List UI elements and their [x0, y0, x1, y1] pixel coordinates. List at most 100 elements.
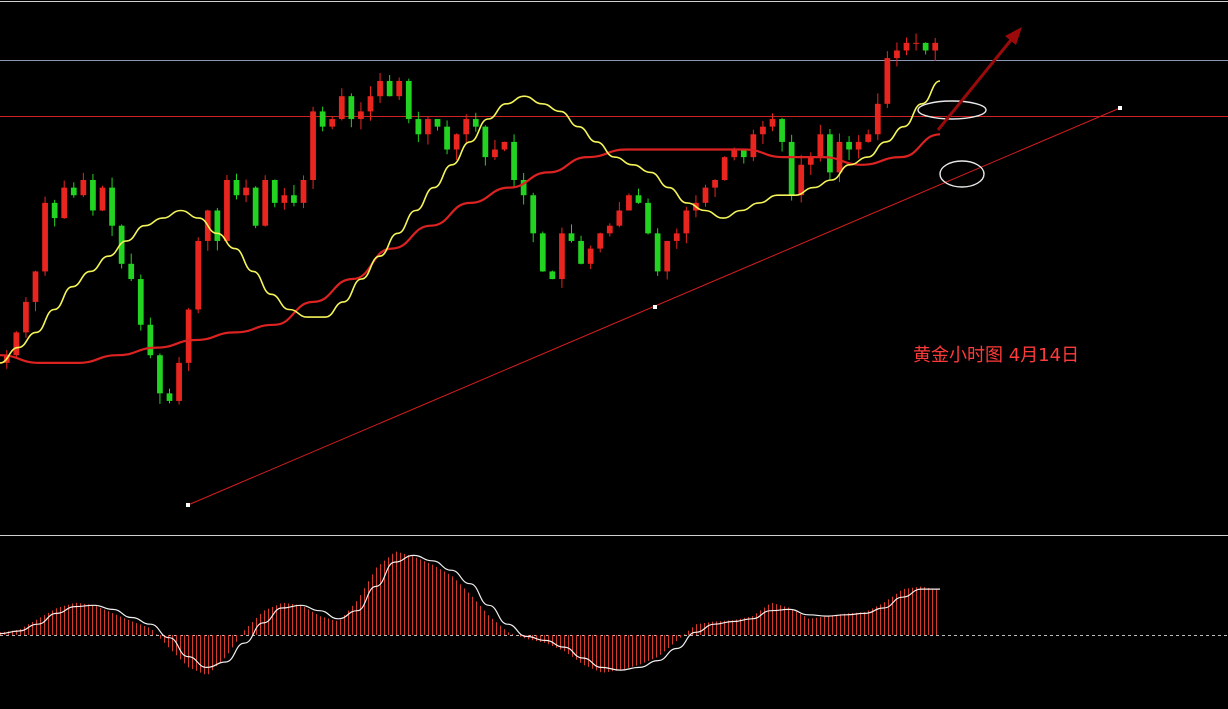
trendline-anchor-start[interactable] — [186, 503, 190, 507]
candle-body — [434, 119, 441, 127]
candle-body — [319, 111, 326, 127]
candle-body — [51, 202, 58, 219]
candle-body — [721, 157, 728, 180]
candle-body — [463, 119, 470, 135]
candle-body — [673, 233, 680, 241]
candle-body — [874, 103, 881, 135]
candle-body — [271, 180, 278, 203]
candle-body — [788, 141, 795, 196]
candle-body — [329, 119, 336, 127]
candle-body — [511, 141, 517, 180]
candle-body — [578, 240, 584, 264]
candle-body — [224, 180, 230, 241]
candle-body — [492, 149, 498, 158]
candle-body — [90, 180, 96, 211]
candle-body — [731, 149, 738, 158]
candle-body — [520, 180, 527, 196]
candle-body — [157, 355, 163, 394]
candle-body — [13, 332, 20, 356]
candle-body — [99, 187, 106, 211]
candle-body — [568, 233, 575, 241]
candle-body — [587, 248, 594, 264]
candle-body — [664, 240, 671, 272]
candle-body — [846, 141, 852, 150]
candle-body — [348, 96, 355, 120]
candle-body — [118, 225, 125, 264]
candle-body — [80, 180, 87, 196]
candle-body — [482, 126, 489, 158]
candle-body — [654, 233, 661, 272]
candle-body — [396, 80, 403, 97]
candle-body — [367, 96, 374, 112]
candle-body — [865, 134, 872, 142]
candle-body — [377, 80, 383, 97]
highlight-circle-lower — [939, 160, 985, 188]
candle-body — [827, 134, 833, 173]
candle-body — [233, 180, 240, 196]
candle-body — [683, 210, 690, 234]
candle-body — [855, 141, 862, 150]
candle-body — [472, 119, 479, 127]
candle-body — [214, 210, 221, 241]
candle-body — [386, 80, 393, 97]
candle-body — [109, 187, 115, 226]
candle-body — [32, 271, 39, 302]
candle-body — [798, 164, 805, 196]
candle-body — [195, 240, 202, 310]
candle-body — [61, 187, 68, 219]
candle-body — [444, 126, 450, 150]
candle-body — [779, 119, 785, 142]
candle-body — [70, 187, 77, 196]
ma-slow-line — [0, 133, 941, 365]
candle-body — [712, 180, 718, 188]
candle-body — [922, 42, 929, 51]
chart-annotation-label: 黄金小时图 4月14日 — [913, 345, 1080, 366]
trendline-anchor-end[interactable] — [1118, 106, 1122, 110]
candle-body — [42, 202, 48, 272]
candle-body — [23, 301, 29, 333]
candle-body — [453, 134, 460, 150]
oscillator-panel — [0, 551, 1228, 675]
candle-body — [635, 195, 642, 203]
candle-body — [750, 134, 757, 158]
candle-body — [291, 195, 297, 203]
candle-body — [817, 134, 824, 158]
candle-body — [807, 157, 814, 165]
candle-body — [616, 210, 623, 226]
candle-body — [262, 180, 269, 226]
trendline-anchor-mid[interactable] — [653, 305, 657, 309]
candle-body — [147, 324, 154, 356]
candle-body — [903, 42, 910, 51]
oscillator-signal-line — [0, 554, 940, 671]
candle-body — [310, 111, 316, 180]
candle-body — [760, 126, 766, 135]
candle-body — [128, 263, 135, 280]
candle-body — [530, 195, 537, 234]
candle-body — [836, 141, 843, 173]
candle-body — [932, 42, 939, 51]
candle-body — [281, 195, 288, 203]
candle-body — [358, 111, 364, 120]
candle-body — [166, 393, 173, 401]
candle-body — [176, 362, 182, 401]
candle-body — [252, 187, 259, 226]
highlight-circle-upper — [917, 100, 987, 120]
price-panel — [0, 1, 1228, 536]
oscillator-histogram — [0, 551, 937, 675]
candle-body — [913, 42, 919, 44]
candle-body — [894, 50, 900, 59]
candle-body — [415, 119, 422, 135]
candle-body — [243, 187, 249, 196]
candle-body — [606, 225, 613, 234]
candle-body — [137, 279, 144, 325]
candle-body — [559, 233, 565, 280]
candle-body — [597, 233, 604, 249]
candle-body — [702, 187, 709, 203]
candle-body — [185, 309, 192, 363]
candle-body — [645, 202, 651, 234]
candle-body — [626, 195, 632, 211]
projection-arrow — [936, 27, 1022, 131]
candle-body — [425, 119, 431, 135]
candle-body — [300, 180, 307, 203]
